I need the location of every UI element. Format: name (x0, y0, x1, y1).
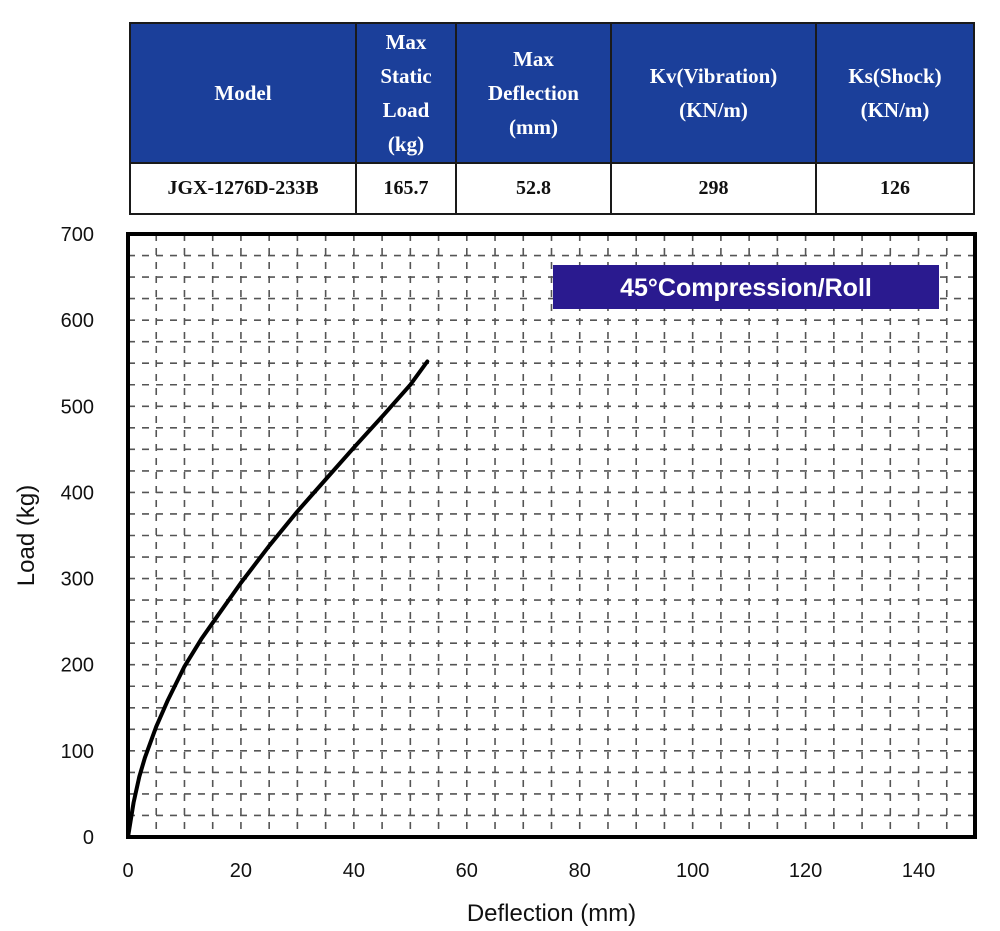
tick-labels: 0 20 40 60 80 100 120 140 0 100 200 300 400 500 600 700 (61, 224, 936, 882)
header-line: Ks(Shock) (848, 64, 942, 88)
title-background (553, 265, 939, 309)
y-tick-label: 200 (61, 655, 94, 677)
chart-title-box: 45°Compression/Roll (553, 265, 939, 309)
load-deflection-chart: 0 20 40 60 80 100 120 140 0 100 200 300 400 500 600 700… (13, 224, 977, 927)
y-axis-label: Load (kg) (13, 485, 40, 586)
header-max-static-load: Max Static Load (kg) (355, 22, 457, 164)
y-tick-label: 300 (61, 569, 94, 591)
spec-table: Model Max Static Load (kg) Max Deflectio… (129, 22, 975, 215)
y-tick-label: 0 (83, 827, 94, 849)
header-model: Model (129, 22, 357, 164)
plot-frame (126, 232, 977, 839)
header-line: Static (380, 64, 432, 88)
y-tick-label: 100 (61, 741, 94, 763)
header-kv: Kv(Vibration) (KN/m) (610, 22, 817, 164)
header-line: Max (385, 30, 427, 54)
x-tick-label: 100 (676, 860, 709, 882)
y-tick-label: 500 (61, 396, 94, 418)
header-line: Load (382, 98, 430, 122)
x-tick-label: 20 (230, 860, 252, 882)
header-line: (KN/m) (860, 98, 930, 122)
y-tick-label: 600 (61, 310, 94, 332)
header-line: (kg) (387, 132, 425, 156)
series-line (126, 359, 430, 839)
cell-ks: 126 (815, 162, 975, 215)
y-tick-label: 400 (61, 482, 94, 504)
header-line: Kv(Vibration) (649, 64, 778, 88)
header-line: Deflection (488, 81, 579, 105)
grid (128, 234, 975, 837)
header-ks: Ks(Shock) (KN/m) (815, 22, 975, 164)
x-tick-label: 80 (569, 860, 591, 882)
cell-model: JGX-1276D-233B (129, 162, 357, 215)
chart-title: 45°Compression/Roll (620, 274, 872, 302)
x-tick-label: 120 (789, 860, 822, 882)
cell-max-static-load: 165.7 (355, 162, 457, 215)
cell-max-deflection: 52.8 (455, 162, 612, 215)
table-row: JGX-1276D-233B 165.7 52.8 298 126 (129, 162, 975, 215)
x-tick-label: 40 (343, 860, 365, 882)
x-tick-label: 140 (902, 860, 935, 882)
x-tick-label: 60 (456, 860, 478, 882)
header-line: (mm) (509, 115, 558, 139)
cell-kv: 298 (610, 162, 817, 215)
header-max-deflection: Max Deflection (mm) (455, 22, 612, 164)
y-tick-label: 700 (61, 224, 94, 246)
header-line: (KN/m) (679, 98, 748, 122)
x-tick-label: 0 (122, 860, 133, 882)
table-header-row: Model Max Static Load (kg) Max Deflectio… (129, 22, 975, 164)
header-line: Max (513, 47, 554, 71)
x-axis-label: Deflection (mm) (467, 900, 636, 927)
